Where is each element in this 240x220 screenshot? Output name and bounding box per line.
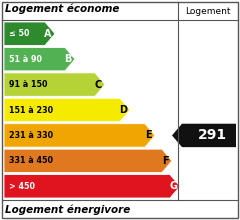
- Polygon shape: [4, 22, 55, 45]
- Text: Logement: Logement: [185, 7, 231, 15]
- Text: F: F: [162, 156, 168, 166]
- Text: 291: 291: [198, 128, 227, 142]
- Polygon shape: [4, 149, 172, 172]
- Text: E: E: [145, 130, 151, 140]
- Polygon shape: [172, 124, 236, 147]
- Polygon shape: [4, 98, 130, 122]
- Text: C: C: [94, 80, 102, 90]
- Text: Logement énergivore: Logement énergivore: [5, 205, 130, 215]
- Polygon shape: [4, 73, 105, 96]
- Text: D: D: [119, 105, 127, 115]
- Polygon shape: [4, 48, 75, 71]
- Text: 331 à 450: 331 à 450: [9, 156, 53, 165]
- Text: B: B: [64, 54, 72, 64]
- Text: G: G: [169, 181, 177, 191]
- Text: ≤ 50: ≤ 50: [9, 29, 30, 38]
- Text: Logement économe: Logement économe: [5, 4, 119, 14]
- Polygon shape: [4, 175, 180, 198]
- Polygon shape: [4, 124, 155, 147]
- Text: 91 à 150: 91 à 150: [9, 80, 48, 89]
- Text: 151 à 230: 151 à 230: [9, 106, 53, 114]
- Text: > 450: > 450: [9, 182, 35, 191]
- Text: 231 à 330: 231 à 330: [9, 131, 53, 140]
- Text: A: A: [44, 29, 52, 39]
- Text: 51 à 90: 51 à 90: [9, 55, 42, 64]
